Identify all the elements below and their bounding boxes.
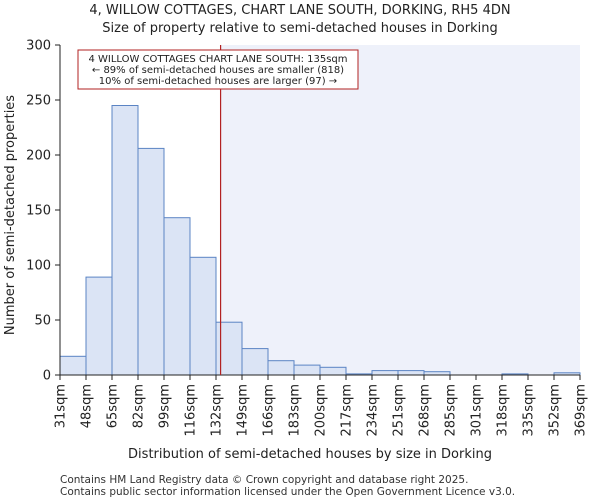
larger-region-shading (220, 45, 580, 375)
y-tick-label: 100 (26, 259, 51, 274)
bar (319, 366, 347, 376)
bar (137, 147, 165, 376)
x-tick-label: 31sqm (54, 384, 69, 428)
x-tick-label: 82sqm (132, 384, 147, 428)
bar (241, 348, 269, 376)
chart-subtitle: Size of property relative to semi-detach… (102, 21, 497, 36)
bar (215, 321, 243, 376)
footer-line-2: Contains public sector information licen… (60, 486, 515, 498)
x-tick-label: 200sqm (314, 384, 329, 437)
annotation-line-2: ← 89% of semi-detached houses are smalle… (92, 65, 344, 76)
y-ticks: 0 50 100 150 200 250 300 (26, 39, 60, 384)
y-tick-label: 150 (26, 204, 51, 219)
annotation-box (77, 49, 359, 90)
x-tick-label: 285sqm (444, 384, 459, 437)
bar (111, 105, 139, 376)
y-tick-label: 250 (26, 94, 51, 109)
x-tick-label: 335sqm (522, 384, 537, 437)
y-axis-label: Number of semi-detached properties (3, 95, 18, 335)
y-tick-label: 50 (34, 314, 51, 329)
y-tick-label: 0 (43, 369, 51, 384)
bar (397, 370, 425, 376)
x-tick-label: 99sqm (158, 384, 173, 428)
x-tick-label: 217sqm (340, 384, 355, 437)
bars (59, 105, 581, 376)
x-tick-label: 318sqm (496, 384, 511, 437)
y-tick-label: 300 (26, 39, 51, 54)
x-tick-label: 251sqm (392, 384, 407, 437)
x-axis-label: Distribution of semi-detached houses by … (128, 447, 492, 462)
x-tick-label: 149sqm (236, 384, 251, 437)
x-tick-label: 268sqm (418, 384, 433, 437)
bar (59, 355, 87, 376)
footer-line-1: Contains HM Land Registry data © Crown c… (60, 474, 468, 486)
x-tick-label: 301sqm (470, 384, 485, 437)
x-tick-label: 132sqm (210, 384, 225, 437)
bar (267, 360, 295, 376)
x-tick-label: 48sqm (80, 384, 95, 428)
marker-annotation: 4 WILLOW COTTAGES CHART LANE SOUTH: 135s… (77, 49, 359, 90)
chart-title: 4, WILLOW COTTAGES, CHART LANE SOUTH, DO… (89, 3, 510, 18)
x-tick-label: 116sqm (184, 384, 199, 437)
bar (189, 256, 217, 376)
annotation-line-1: 4 WILLOW COTTAGES CHART LANE SOUTH: 135s… (88, 54, 347, 65)
bar (293, 364, 321, 376)
x-tick-label: 234sqm (366, 384, 381, 437)
annotation-line-3: 10% of semi-detached houses are larger (… (99, 76, 337, 87)
x-tick-label: 65sqm (106, 384, 121, 428)
y-tick-label: 200 (26, 149, 51, 164)
bar (371, 370, 399, 376)
x-ticks: 31sqm 48sqm 65sqm 82sqm 99sqm 116sqm 132sqm 149… (54, 375, 589, 437)
bar (85, 276, 113, 376)
x-tick-label: 183sqm (288, 384, 303, 437)
x-tick-label: 352sqm (548, 384, 563, 437)
bar (163, 217, 191, 376)
x-tick-label: 369sqm (574, 384, 589, 437)
x-tick-label: 166sqm (262, 384, 277, 437)
